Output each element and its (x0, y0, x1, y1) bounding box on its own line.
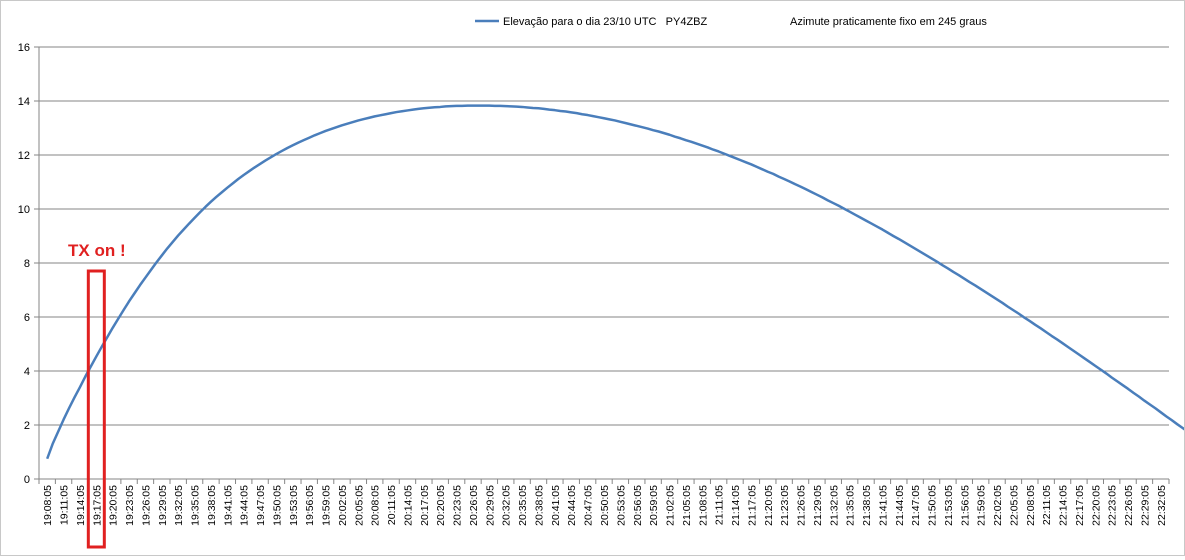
x-tick-label: 20:08:05 (370, 485, 382, 526)
x-tick-label: 21:05:05 (681, 485, 693, 526)
x-tick-label: 19:56:05 (304, 485, 316, 526)
x-tick-label: 21:32:05 (828, 485, 840, 526)
x-tick-label: 20:50:05 (599, 485, 611, 526)
x-tick-label: 21:02:05 (665, 485, 677, 526)
x-tick-label: 20:44:05 (566, 485, 578, 526)
x-tick-label: 20:41:05 (550, 485, 562, 526)
x-tick-label: 20:02:05 (337, 485, 349, 526)
x-tick-label: 20:32:05 (501, 485, 513, 526)
y-tick-label: 6 (24, 312, 30, 324)
x-tick-label: 19:14:05 (75, 485, 87, 526)
x-tick-label: 21:11:05 (714, 485, 726, 525)
x-tick-label: 19:08:05 (42, 485, 54, 526)
y-tick-labels: 0 2 4 6 8 10 12 14 16 (18, 42, 39, 486)
x-tick-label: 20:53:05 (615, 485, 627, 526)
x-tick-label: 19:38:05 (206, 485, 218, 526)
x-tick-label: 22:32:05 (1156, 485, 1168, 526)
x-tick-label: 22:02:05 (992, 485, 1004, 526)
legend-series-label: Elevação para o dia 23/10 UTC PY4ZBZ (503, 16, 707, 28)
x-tick-label: 22:23:05 (1107, 485, 1119, 526)
x-tick-label: 22:14:05 (1058, 485, 1070, 526)
x-tick-label: 22:26:05 (1123, 485, 1135, 526)
x-tick-label: 21:08:05 (697, 485, 709, 526)
y-tick-label: 10 (18, 204, 30, 216)
x-tick-label: 19:20:05 (108, 485, 120, 526)
elevation-series-line (46, 104, 1185, 460)
y-tick-label: 8 (24, 258, 30, 270)
x-tick-label: 19:23:05 (124, 485, 136, 526)
x-tick-label: 19:59:05 (321, 485, 333, 526)
x-tick-label: 19:17:05 (91, 485, 103, 526)
x-tick-label: 19:32:05 (173, 485, 185, 526)
y-tick-label: 2 (24, 420, 30, 432)
x-tick-label: 19:44:05 (239, 485, 251, 526)
x-tick-label: 21:26:05 (796, 485, 808, 526)
x-tick-label: 21:44:05 (894, 485, 906, 526)
x-tick-label: 19:11:05 (59, 485, 71, 525)
x-tick-label: 21:23:05 (779, 485, 791, 526)
x-tick-label: 20:05:05 (353, 485, 365, 526)
x-tick-label: 19:50:05 (271, 485, 283, 526)
gridlines (39, 46, 1169, 426)
tx-highlight-box (86, 269, 106, 549)
x-tick-label: 21:20:05 (763, 485, 775, 526)
x-tick-label: 20:11:05 (386, 485, 398, 525)
x-tick-label: 21:38:05 (861, 485, 873, 526)
x-tick-label: 22:29:05 (1139, 485, 1151, 526)
x-tick-labels: 19:08:05 19:11:05 19:14:05 19:17:05 19:20:05… (38, 479, 1170, 526)
x-tick-label: 22:05:05 (1008, 485, 1020, 526)
x-tick-label: 19:35:05 (190, 485, 202, 526)
x-tick-label: 21:59:05 (976, 485, 988, 526)
x-tick-label: 20:26:05 (468, 485, 480, 526)
x-tick-label: 20:35:05 (517, 485, 529, 526)
x-tick-label: 19:47:05 (255, 485, 267, 526)
x-tick-label: 20:17:05 (419, 485, 431, 526)
x-tick-label: 22:11:05 (1041, 485, 1053, 525)
x-tick-label: 20:29:05 (484, 485, 496, 526)
x-tick-label: 22:17:05 (1074, 485, 1086, 526)
x-tick-label: 22:08:05 (1025, 485, 1037, 526)
x-tick-label: 21:56:05 (959, 485, 971, 526)
x-tick-label: 20:14:05 (402, 485, 414, 526)
y-tick-label: 0 (24, 474, 30, 486)
tx-annotation: TX on ! (68, 241, 126, 549)
legend: Elevação para o dia 23/10 UTC PY4ZBZ Azi… (475, 16, 987, 28)
y-tick-label: 14 (18, 96, 30, 108)
x-tick-label: 20:20:05 (435, 485, 447, 526)
x-tick-label: 19:26:05 (140, 485, 152, 526)
y-tick-label: 16 (18, 42, 30, 54)
tx-on-annotation: TX on ! (68, 241, 126, 260)
x-tick-label: 20:59:05 (648, 485, 660, 526)
x-tick-label: 19:53:05 (288, 485, 300, 526)
series-layer (46, 104, 1185, 460)
x-tick-label: 20:56:05 (632, 485, 644, 526)
y-tick-label: 4 (24, 366, 30, 378)
x-tick-label: 19:41:05 (222, 485, 234, 526)
x-tick-label: 21:29:05 (812, 485, 824, 526)
legend-azimuth-note: Azimute praticamente fixo em 245 graus (790, 16, 987, 28)
x-tick-label: 21:14:05 (730, 485, 742, 526)
x-tick-label: 22:20:05 (1090, 485, 1102, 526)
x-tick-label: 21:41:05 (877, 485, 889, 526)
x-tick-label: 21:47:05 (910, 485, 922, 526)
x-tick-label: 20:23:05 (452, 485, 464, 526)
x-tick-label: 20:38:05 (533, 485, 545, 526)
y-tick-label: 12 (18, 150, 30, 162)
x-tick-label: 20:47:05 (583, 485, 595, 526)
x-tick-label: 21:53:05 (943, 485, 955, 526)
x-tick-label: 21:35:05 (845, 485, 857, 526)
x-tick-label: 21:17:05 (746, 485, 758, 526)
x-tick-label: 19:29:05 (157, 485, 169, 526)
x-tick-label: 21:50:05 (927, 485, 939, 526)
